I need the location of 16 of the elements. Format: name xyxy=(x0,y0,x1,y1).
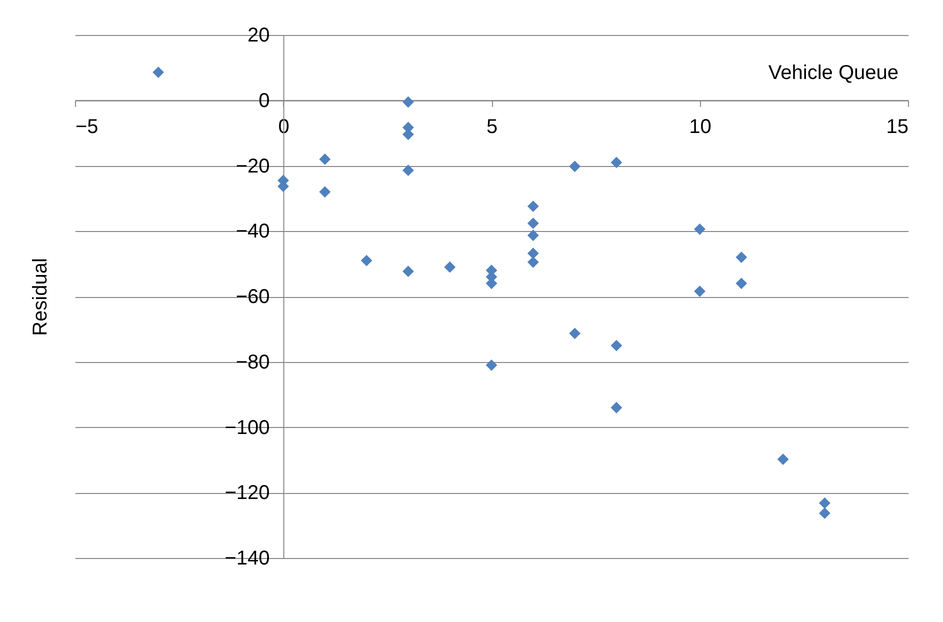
x-tick-label: 5 xyxy=(486,116,498,138)
y-tick-label: −100 xyxy=(224,416,270,439)
y-tick-label: −140 xyxy=(224,548,270,570)
y-tick-label: −60 xyxy=(236,286,270,308)
x-axis-title: Vehicle Queue xyxy=(768,62,898,84)
x-tick-label: 0 xyxy=(278,116,290,138)
y-tick-label: 20 xyxy=(248,24,270,46)
x-tick-label: 10 xyxy=(689,116,712,138)
y-axis-title: Residual xyxy=(30,258,52,336)
y-tick-label: −80 xyxy=(236,351,270,374)
x-tick-label: −5 xyxy=(76,116,98,138)
y-tick-label: −120 xyxy=(224,482,270,504)
y-tick-label: 0 xyxy=(258,90,270,112)
y-tick-label: −40 xyxy=(236,220,270,243)
x-tick-label: 15 xyxy=(886,116,908,138)
y-tick-label: −20 xyxy=(236,155,270,178)
